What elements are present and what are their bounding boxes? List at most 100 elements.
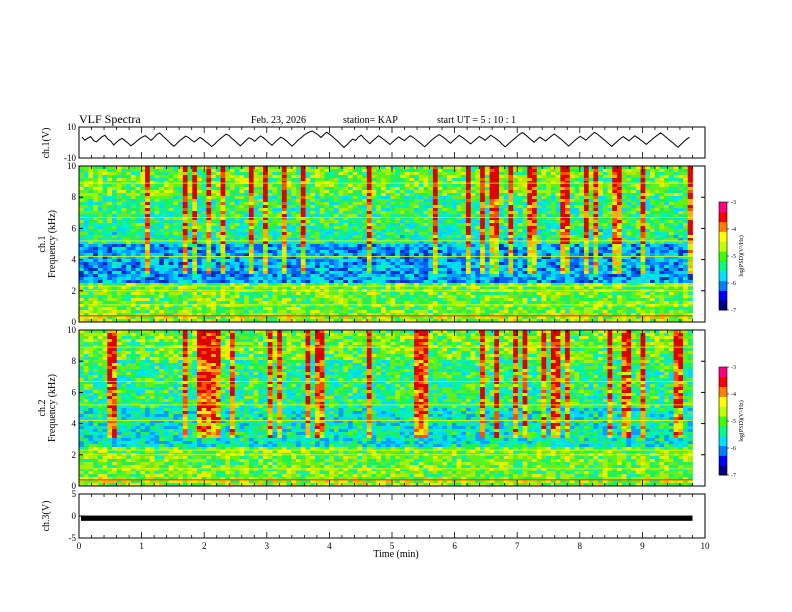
spectrogram-cell — [253, 223, 259, 227]
spectrogram-cell — [385, 196, 391, 200]
spectrogram-cell — [314, 199, 321, 203]
spectrogram-cell — [635, 271, 641, 275]
spectrogram-cell — [423, 166, 429, 170]
spectrogram-cell — [347, 262, 354, 266]
spectrogram-cell — [88, 178, 94, 182]
spectrogram-cell — [659, 178, 665, 182]
spectrogram-cell — [107, 208, 113, 212]
spectrogram-cell — [362, 271, 368, 275]
spectrogram-cell — [404, 259, 410, 263]
spectrogram-cell — [536, 202, 542, 206]
spectrogram-cell — [102, 166, 108, 170]
spectrogram-cell — [560, 259, 566, 263]
spectrogram-cell — [640, 247, 646, 251]
spectrogram-cell — [432, 244, 439, 248]
spectrogram-cell — [683, 241, 689, 245]
spectrogram-cell — [645, 175, 651, 179]
spectrogram-cell — [683, 169, 689, 173]
spectrogram-cell — [626, 205, 632, 209]
spectrogram-cell — [88, 169, 94, 173]
spectrogram-cell — [206, 169, 212, 173]
spectrogram-cell — [499, 274, 505, 278]
spectrogram-cell — [107, 235, 113, 239]
spectrogram-cell — [319, 232, 325, 236]
spectrogram-cell — [244, 190, 250, 194]
spectrogram-cell — [640, 169, 646, 173]
spectrogram-cell — [234, 202, 240, 206]
spectrogram-cell — [310, 184, 316, 188]
spectrogram-cell — [112, 187, 118, 191]
spectrogram-cell — [541, 175, 547, 179]
spectrogram-cell — [263, 184, 269, 188]
spectrogram-cell — [145, 250, 151, 254]
spectrogram-cell — [480, 277, 486, 281]
spectrogram-cell — [687, 253, 693, 257]
spectrogram-cell — [626, 265, 632, 269]
spectrogram-cell — [522, 214, 528, 218]
spectrogram-cell — [654, 178, 660, 182]
spectrogram-cell — [286, 205, 292, 209]
spectrogram-cell — [324, 217, 330, 221]
spectrogram-cell — [395, 244, 401, 248]
spectrogram-cell — [300, 220, 306, 224]
spectrogram-cell — [362, 253, 368, 257]
spectrogram-cell — [135, 244, 141, 248]
spectrogram-cell — [588, 178, 594, 182]
spectrogram-cell — [517, 235, 523, 239]
spectrogram-cell — [399, 175, 406, 179]
spectrogram-cell — [678, 172, 684, 176]
spectrogram-cell — [163, 184, 170, 188]
spectrogram-cell — [442, 205, 448, 209]
spectrogram-cell — [508, 172, 514, 176]
spectrogram-cell — [456, 217, 462, 221]
spectrogram-cell — [267, 274, 273, 278]
spectrogram-cell — [532, 274, 538, 278]
spectrogram-cell — [187, 238, 193, 242]
spectrogram-cell — [461, 256, 467, 260]
spectrogram-cell — [560, 244, 566, 248]
spectrogram-cell — [291, 208, 297, 212]
spectrogram-cell — [494, 184, 500, 188]
spectrogram-cell — [79, 262, 85, 266]
spectrogram-cell — [145, 274, 151, 278]
spectrogram-cell — [527, 178, 533, 182]
spectrogram-cell — [414, 265, 420, 269]
spectrogram-cell — [574, 229, 580, 233]
spectrogram-cell — [343, 247, 349, 251]
spectrogram-cell — [532, 241, 538, 245]
spectrogram-cell — [418, 247, 424, 251]
spectrogram-cell — [244, 169, 250, 173]
spectrogram-cell — [494, 232, 500, 236]
spectrogram-cell — [390, 214, 396, 218]
spectrogram-cell — [532, 214, 538, 218]
spectrogram-cell — [376, 172, 382, 176]
spectrogram-cell — [385, 241, 391, 245]
spectrogram-cell — [418, 226, 424, 230]
spectrogram-cell — [230, 205, 236, 209]
spectrogram-cell — [612, 256, 618, 260]
spectrogram-cell — [560, 250, 566, 254]
spectrogram-cell — [465, 229, 472, 233]
spectrogram-cell — [428, 169, 434, 173]
spectrogram-cell — [456, 241, 462, 245]
spectrogram-cell — [116, 193, 122, 197]
spectrogram-cell — [300, 244, 306, 248]
spectrogram-cell — [631, 226, 637, 230]
spectrogram-cell — [352, 226, 358, 230]
spectrogram-cell — [522, 241, 528, 245]
spectrogram-cell — [333, 223, 339, 227]
spectrogram-cell — [404, 277, 410, 281]
spectrogram-cell — [296, 196, 302, 200]
spectrogram-cell — [654, 235, 660, 239]
spectrogram-cell — [192, 211, 198, 215]
spectrogram-cell — [239, 250, 245, 254]
spectrogram-cell — [215, 280, 221, 284]
spectrogram-cell — [640, 235, 646, 239]
spectrogram-cell — [414, 238, 420, 242]
spectrogram-cell — [607, 208, 613, 212]
spectrogram-cell — [97, 172, 103, 176]
spectrogram-cell — [390, 202, 396, 206]
spectrogram-cell — [329, 244, 335, 248]
spectrogram-cell — [192, 217, 198, 221]
spectrogram-cell — [414, 166, 420, 170]
